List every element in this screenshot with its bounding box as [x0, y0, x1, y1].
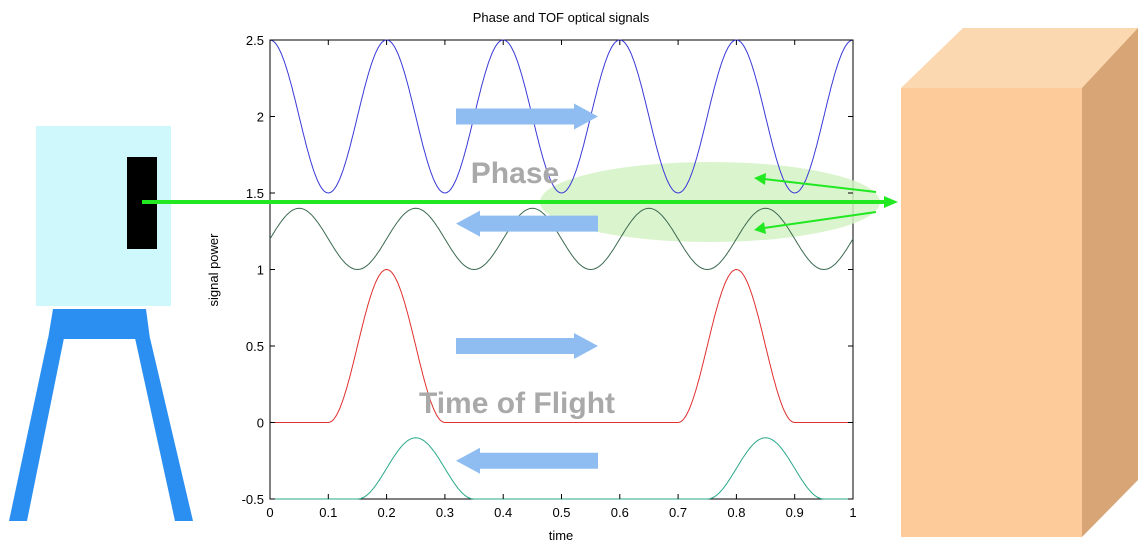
x-tick-label: 0.6 [611, 505, 629, 520]
y-tick-label: 0 [257, 416, 264, 431]
direction-arrow-right [456, 103, 598, 130]
y-tick-label: 2.5 [246, 33, 264, 48]
series-line-1 [269, 39, 854, 194]
reflection-upper-arrowhead [754, 173, 766, 185]
target-box [901, 28, 1138, 537]
x-axis-label: time [549, 528, 574, 543]
x-tick-label: 0.1 [319, 505, 337, 520]
tripod-right-leg [135, 338, 193, 521]
tripod-head [48, 309, 150, 339]
x-tick-label: 0 [266, 505, 273, 520]
x-tick-label: 0.9 [786, 505, 804, 520]
x-tick-label: 0.3 [436, 505, 454, 520]
target-box-side [1082, 28, 1138, 537]
direction-arrow-left [456, 210, 598, 237]
ticks-layer: 0 0.1 0.2 0.3 0.4 0.5 0.6 0.7 0.8 0.9 1-0.500.511.… [242, 33, 857, 520]
x-tick-label: 0.7 [669, 505, 687, 520]
target-box-top [901, 28, 1138, 88]
y-tick-label: -0.5 [242, 492, 264, 507]
laser-beam-arrowhead [884, 196, 898, 208]
y-axis-label: signal power [206, 233, 221, 307]
direction-arrow-right [456, 333, 598, 359]
y-tick-label: 1.5 [246, 186, 264, 201]
tripod-left-leg [9, 338, 64, 521]
series-line-2 [269, 207, 854, 271]
series-line-3 [270, 268, 853, 423]
chart-title: Phase and TOF optical signals [473, 10, 650, 25]
reflection-lower [763, 211, 877, 229]
x-tick-label: 0.8 [727, 505, 745, 520]
y-tick-label: 1 [257, 263, 264, 278]
arrow-layer [456, 103, 598, 474]
x-tick-label: 0.2 [378, 505, 396, 520]
y-tick-label: 2 [257, 110, 264, 125]
reflection-upper [763, 178, 877, 193]
phase-label: Phase [471, 157, 559, 190]
series-layer [269, 39, 854, 500]
target-box-front [901, 88, 1082, 537]
x-tick-label: 0.5 [552, 505, 570, 520]
x-tick-label: 0.4 [494, 505, 512, 520]
reflection-lower-arrowhead [754, 222, 766, 234]
y-tick-label: 0.5 [246, 339, 264, 354]
camera-device [9, 126, 193, 521]
tof-label: Time of Flight [419, 387, 615, 420]
direction-arrow-left [456, 447, 598, 474]
x-tick-label: 1 [849, 505, 856, 520]
